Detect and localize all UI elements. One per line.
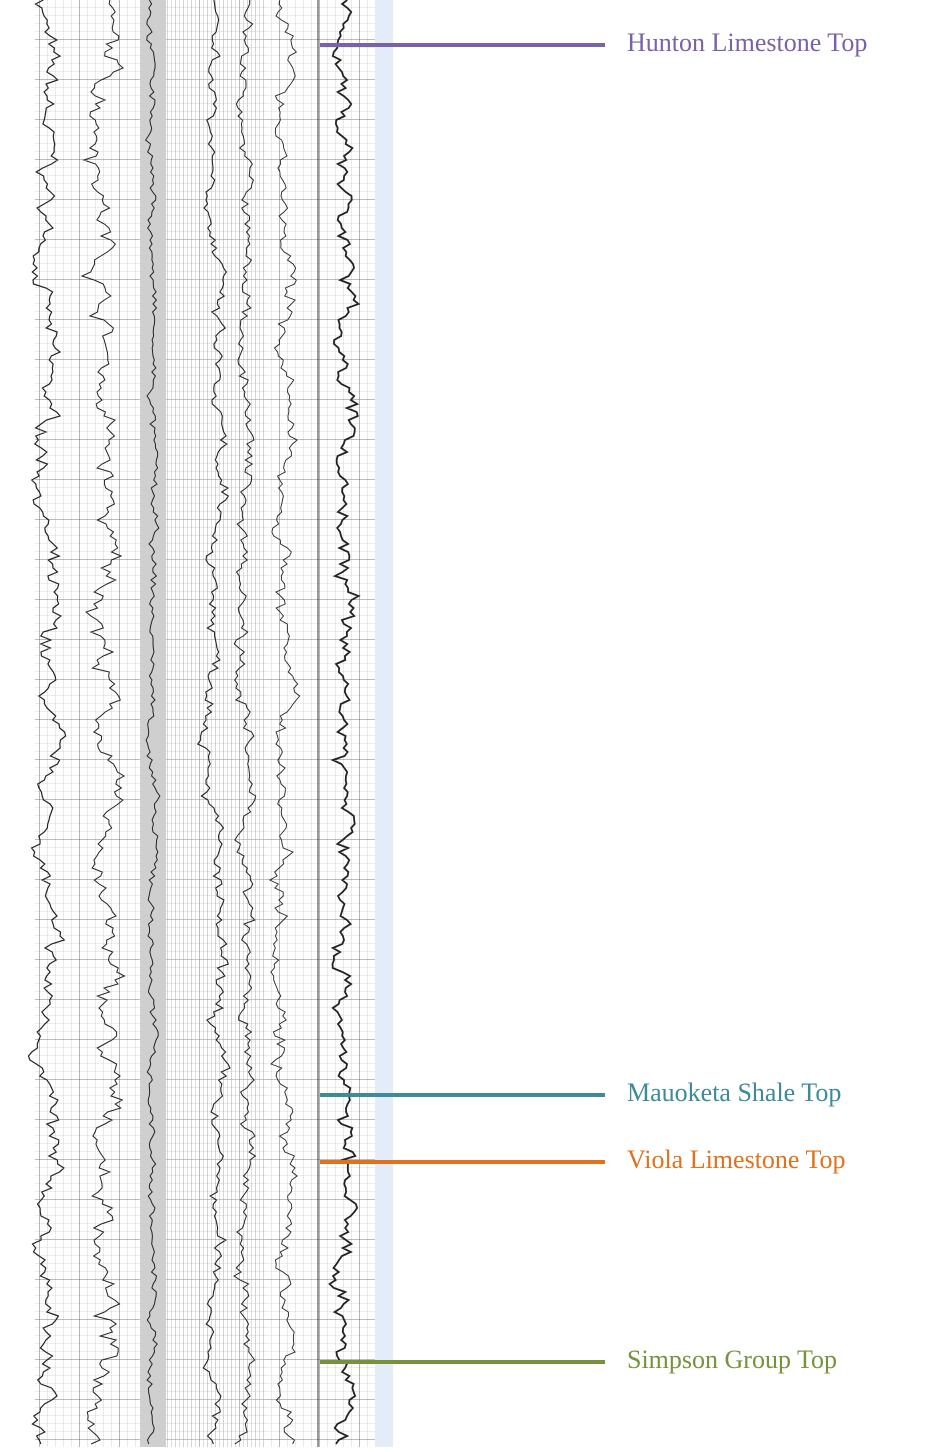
well-log-figure: Hunton Limestone Top Mauoketa Shale Top Vi… <box>0 0 928 1447</box>
marker-label: Viola Limestone Top <box>627 1145 846 1174</box>
log-edge <box>375 0 393 1447</box>
marker-label: Mauoketa Shale Top <box>627 1078 841 1107</box>
gray-track <box>140 0 166 1447</box>
dense-track <box>166 0 266 1447</box>
marker-label: Simpson Group Top <box>627 1345 837 1374</box>
formation-markers: Hunton Limestone Top Mauoketa Shale Top Vi… <box>320 28 867 1374</box>
page: Hunton Limestone Top Mauoketa Shale Top Vi… <box>0 0 928 1447</box>
marker-label: Hunton Limestone Top <box>627 28 867 57</box>
